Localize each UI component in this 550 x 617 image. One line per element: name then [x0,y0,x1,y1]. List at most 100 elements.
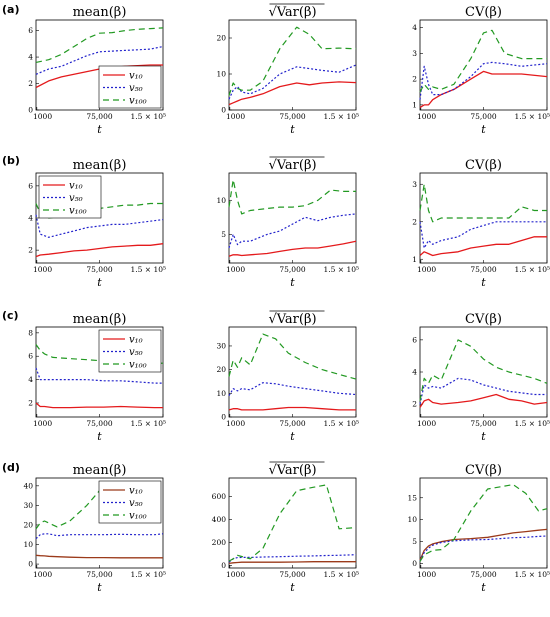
x-tick-label: 75,000 [470,265,496,274]
panel-title: mean(β) [73,5,127,20]
y-tick-label: 6 [28,26,33,35]
row-label: (a) [2,3,19,16]
y-tick-label: 2 [28,246,33,255]
y-tick-label: 10 [407,515,417,524]
y-tick-label: 6 [28,181,33,190]
x-tick-label: 1000 [226,265,245,274]
panel-title: CV(β) [465,463,502,478]
x-tick-label: 75,000 [279,419,305,428]
series-line-v100 [419,183,547,223]
x-tick-label: 1.5 × 10⁵ [323,419,359,428]
series-line-v100 [228,333,357,380]
series-line-v50 [419,61,548,100]
x-axis-label: t [481,430,486,443]
y-tick-label: 4 [28,375,33,384]
panel-title: mean(β) [73,463,127,478]
legend-box [98,329,162,373]
x-axis-label: t [290,430,295,443]
panel-11: √Var(β) 0 200 400 600 1000 75,000 1.5 × 10⁵ t [212,461,359,594]
x-tick-label: 1.5 × 10⁵ [130,112,166,121]
x-tick-label: 75,000 [86,570,112,579]
y-tick-label: 600 [212,492,227,501]
x-axis-label: t [290,581,295,594]
legend-box [98,480,162,524]
y-tick-label: 200 [212,538,227,547]
x-tick-label: 1.5 × 10⁵ [514,265,550,274]
legend-label-v10: v₁₀ [129,335,143,346]
series-line-v100 [35,27,164,63]
x-tick-label: 1000 [226,570,245,579]
series-line-v10 [419,528,548,561]
y-tick-label: 0 [221,561,226,570]
x-axis-label: t [97,430,102,443]
series-line-v50 [35,533,164,540]
x-tick-label: 1.5 × 10⁵ [323,265,359,274]
x-tick-label: 75,000 [86,265,112,274]
plot-frame [228,477,357,569]
y-tick-label: 2 [412,400,417,409]
x-tick-label: 75,000 [470,419,496,428]
y-tick-label: 4 [28,53,33,62]
series-line-v10 [228,561,356,565]
series-line-v100 [228,179,356,215]
x-tick-label: 1000 [33,112,52,121]
x-axis-label: t [481,581,486,594]
x-tick-label: 1000 [33,419,52,428]
row-label: (c) [2,309,19,322]
x-axis-label: t [97,581,102,594]
y-tick-label: 10 [216,196,226,205]
legend-label-v10: v₁₀ [129,486,143,497]
row-label: (b) [2,154,20,167]
legend-box [38,175,102,219]
y-tick-label: 5 [221,230,226,239]
series-line-v50 [419,535,548,562]
series-line-v100 [228,26,357,96]
x-tick-label: 1000 [33,265,52,274]
legend-label-v50: v₅₀ [69,193,83,204]
series-line-v50 [228,64,357,100]
y-tick-label: 400 [212,515,227,524]
panel-9: CV(β) 2 4 6 1000 75,000 1.5 × 10⁵ t [412,312,550,443]
legend-label-v10: v₁₀ [129,71,143,82]
plot-frame [419,172,548,264]
x-tick-label: 1.5 × 10⁵ [130,265,166,274]
y-tick-label: 20 [23,520,33,529]
y-tick-label: 2 [412,75,417,84]
panel-title: √Var(β) [268,158,316,173]
x-tick-label: 1000 [417,112,436,121]
series-line-v50 [419,377,547,405]
series-line-v100 [419,29,547,93]
series-line-v10 [419,393,548,408]
y-tick-label: 0 [28,560,33,569]
series-line-v50 [228,382,357,397]
x-axis-label: t [481,123,486,136]
y-tick-label: 2 [28,398,33,407]
panel-title: CV(β) [465,158,502,173]
series-line-v10 [419,70,548,108]
legend-label-v100: v₁₀₀ [129,360,147,371]
y-tick-label: 6 [412,335,417,344]
row-label: (d) [2,461,20,474]
x-axis-label: t [97,123,102,136]
y-tick-label: 30 [216,341,226,350]
x-tick-label: 1.5 × 10⁵ [323,112,359,121]
panel-title: mean(β) [73,312,127,327]
series-line-v50 [228,213,357,249]
x-tick-label: 1000 [417,570,436,579]
x-tick-label: 1.5 × 10⁵ [514,570,550,579]
x-tick-label: 1.5 × 10⁵ [130,570,166,579]
x-axis-label: t [97,276,102,289]
x-tick-label: 75,000 [279,265,305,274]
x-axis-label: t [290,276,295,289]
panel-6: CV(β) 1 2 3 1000 75,000 1.5 × 10⁵ t [412,158,550,289]
legend-label-v50: v₅₀ [129,83,143,94]
y-tick-label: 8 [28,328,33,337]
y-tick-label: 5 [412,537,417,546]
legend-label-v50: v₅₀ [129,347,143,358]
